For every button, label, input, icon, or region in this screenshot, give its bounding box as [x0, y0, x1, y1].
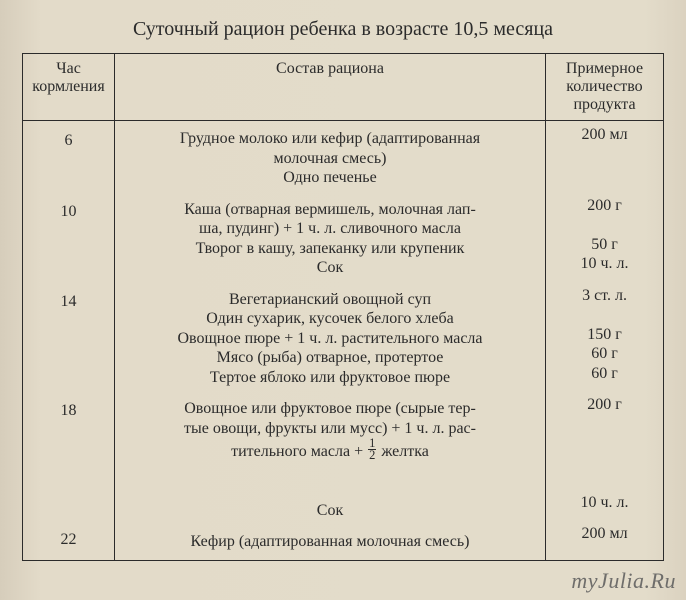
col-composition-header: Состав рациона: [115, 54, 546, 121]
amount-block: 3 ст. л. 150 г60 г60 г: [552, 286, 657, 384]
amount-value: 200 мл: [552, 524, 657, 544]
amount-value: 150 г: [552, 325, 657, 345]
composition-cell: Грудное молоко или кефир (адаптированная…: [115, 121, 546, 561]
composition-line: Вегетарианский овощной суп: [123, 290, 537, 310]
time-block: 10: [29, 202, 108, 280]
composition-block: Грудное молоко или кефир (адаптированная…: [123, 129, 537, 188]
amount-value: 60 г: [552, 344, 657, 364]
composition-line: Творог в кашу, запеканку или крупеник: [123, 239, 537, 259]
feeding-time: 10: [29, 202, 108, 222]
table-row: 6 10 14 18 22Грудное молоко или кефир (а…: [23, 121, 664, 561]
amount-value: 10 ч. л.: [552, 493, 657, 513]
amount-cell: 200 мл 200 г 50 г10 ч. л.3 ст. л. 150 г6…: [546, 121, 664, 561]
amount-value: 10 ч. л.: [552, 254, 657, 274]
time-block: 6: [29, 131, 108, 190]
composition-line: тительного масла + 12 желтка: [123, 438, 537, 461]
composition-line: ша, пудинг) + 1 ч. л. сливочного масла: [123, 219, 537, 239]
watermark: myJulia.Ru: [571, 568, 676, 594]
ration-table: Час кормления Состав рациона Примерное к…: [22, 53, 664, 561]
col-time-header: Час кормления: [23, 54, 115, 121]
feeding-time: 14: [29, 292, 108, 312]
composition-block: Кефир (адаптированная молочная смесь): [123, 532, 537, 552]
amount-block: 200 г 10 ч. л.: [552, 395, 657, 512]
time-block: 18: [29, 401, 108, 518]
amount-value: 3 ст. л.: [552, 286, 657, 306]
composition-line: Каша (отварная вермишель, молочная лап-: [123, 200, 537, 220]
composition-line: Мясо (рыба) отварное, протертое: [123, 348, 537, 368]
composition-line: Грудное молоко или кефир (адаптированная: [123, 129, 537, 149]
composition-block: Овощное или фруктовое пюре (сырые тер-ты…: [123, 399, 537, 520]
amount-block: 200 мл: [552, 125, 657, 184]
composition-line: Овощное пюре + 1 ч. л. растительного мас…: [123, 329, 537, 349]
composition-line: молочная смесь): [123, 149, 537, 169]
composition-line: Один сухарик, кусочек белого хлеба: [123, 309, 537, 329]
page: Суточный рацион ребенка в возрасте 10,5 …: [0, 0, 686, 600]
feeding-time: 22: [29, 530, 108, 550]
amount-value: 200 мл: [552, 125, 657, 145]
composition-line: Сок: [123, 258, 537, 278]
amount-value: 60 г: [552, 364, 657, 384]
amount-value: 50 г: [552, 235, 657, 255]
header-row: Час кормления Состав рациона Примерное к…: [23, 54, 664, 121]
time-cell: 6 10 14 18 22: [23, 121, 115, 561]
composition-line: Одно печенье: [123, 168, 537, 188]
composition-line: Тертое яблоко или фруктовое пюре: [123, 368, 537, 388]
time-block: 14: [29, 292, 108, 390]
composition-block: Вегетарианский овощной супОдин сухарик, …: [123, 290, 537, 388]
composition-line: Кефир (адаптированная молочная смесь): [123, 532, 537, 552]
amount-value: [552, 305, 657, 325]
amount-block: 200 мл: [552, 524, 657, 544]
amount-value: 200 г: [552, 395, 657, 415]
amount-block: 200 г 50 г10 ч. л.: [552, 196, 657, 274]
feeding-time: 6: [29, 131, 108, 151]
composition-line: Овощное или фруктовое пюре (сырые тер-: [123, 399, 537, 419]
time-block: 22: [29, 530, 108, 550]
composition-line: Сок: [123, 501, 537, 521]
composition-block: Каша (отварная вермишель, молочная лап-ш…: [123, 200, 537, 278]
feeding-time: 18: [29, 401, 108, 421]
composition-line: тые овощи, фрукты или мусс) + 1 ч. л. ра…: [123, 419, 537, 439]
col-amount-header: Примерное количество продукта: [546, 54, 664, 121]
page-title: Суточный рацион ребенка в возрасте 10,5 …: [22, 18, 664, 41]
amount-value: 200 г: [552, 196, 657, 216]
